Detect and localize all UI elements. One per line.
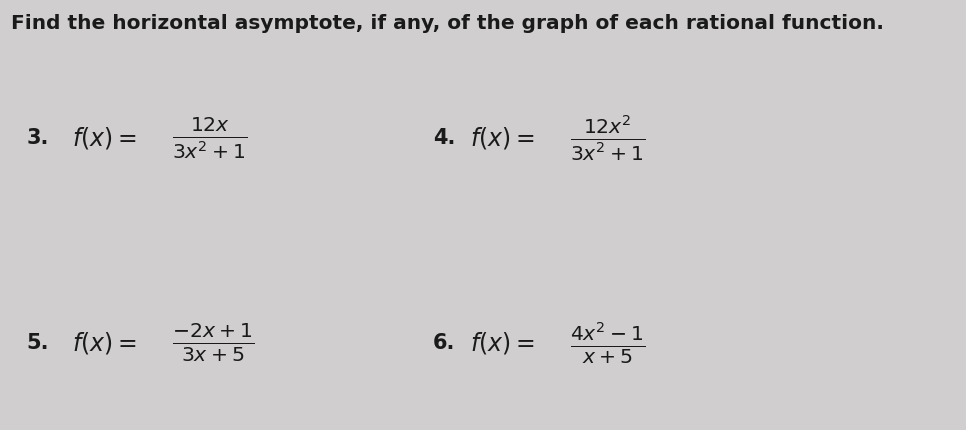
Text: Find the horizontal asymptote, if any, of the graph of each rational function.: Find the horizontal asymptote, if any, o…: [12, 14, 884, 33]
Text: $f(x)=$: $f(x)=$: [470, 330, 535, 356]
Text: 6.: 6.: [433, 333, 455, 353]
Text: $f(x)=$: $f(x)=$: [470, 125, 535, 151]
Text: $f(x)=$: $f(x)=$: [71, 330, 136, 356]
Text: $f(x)=$: $f(x)=$: [71, 125, 136, 151]
Text: 4.: 4.: [433, 128, 455, 148]
Text: $\frac{4x^2-1}{x+5}$: $\frac{4x^2-1}{x+5}$: [570, 320, 645, 366]
Text: 3.: 3.: [26, 128, 48, 148]
Text: $\frac{12x}{3x^2+1}$: $\frac{12x}{3x^2+1}$: [172, 115, 247, 161]
Text: 5.: 5.: [26, 333, 49, 353]
Text: $\frac{-2x+1}{3x+5}$: $\frac{-2x+1}{3x+5}$: [172, 322, 254, 364]
Text: $\frac{12x^2}{3x^2+1}$: $\frac{12x^2}{3x^2+1}$: [570, 114, 645, 163]
